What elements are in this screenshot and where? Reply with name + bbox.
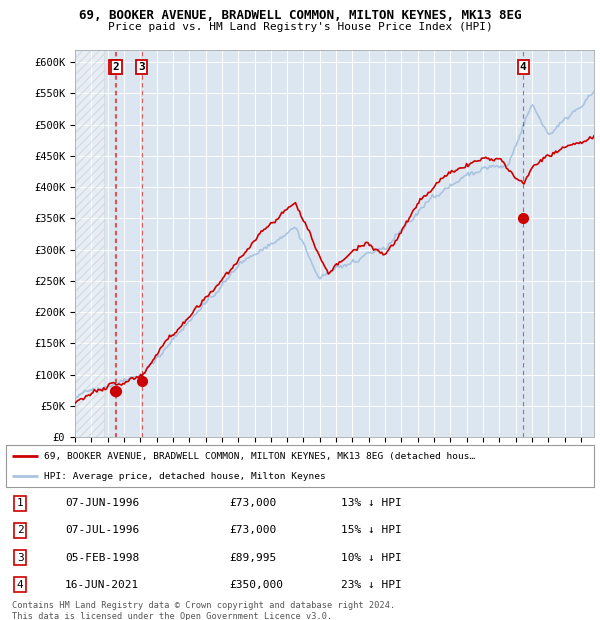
Text: 3: 3 — [17, 552, 23, 562]
Text: 2: 2 — [17, 526, 23, 536]
Text: 69, BOOKER AVENUE, BRADWELL COMMON, MILTON KEYNES, MK13 8EG: 69, BOOKER AVENUE, BRADWELL COMMON, MILT… — [79, 9, 521, 22]
Text: 15% ↓ HPI: 15% ↓ HPI — [341, 526, 402, 536]
Text: £73,000: £73,000 — [229, 526, 277, 536]
Text: 07-JUL-1996: 07-JUL-1996 — [65, 526, 139, 536]
Text: 4: 4 — [17, 580, 23, 590]
Text: 1: 1 — [17, 498, 23, 508]
Text: 2: 2 — [113, 62, 119, 72]
Text: £73,000: £73,000 — [229, 498, 277, 508]
Text: 07-JUN-1996: 07-JUN-1996 — [65, 498, 139, 508]
Text: 1: 1 — [112, 62, 118, 72]
Text: 10% ↓ HPI: 10% ↓ HPI — [341, 552, 402, 562]
Text: £350,000: £350,000 — [229, 580, 283, 590]
Text: 23% ↓ HPI: 23% ↓ HPI — [341, 580, 402, 590]
Text: HPI: Average price, detached house, Milton Keynes: HPI: Average price, detached house, Milt… — [44, 472, 326, 480]
Text: 13% ↓ HPI: 13% ↓ HPI — [341, 498, 402, 508]
Text: Contains HM Land Registry data © Crown copyright and database right 2024.
This d: Contains HM Land Registry data © Crown c… — [12, 601, 395, 620]
Text: 05-FEB-1998: 05-FEB-1998 — [65, 552, 139, 562]
Text: Price paid vs. HM Land Registry's House Price Index (HPI): Price paid vs. HM Land Registry's House … — [107, 22, 493, 32]
Text: £89,995: £89,995 — [229, 552, 277, 562]
Text: 4: 4 — [520, 62, 527, 72]
Text: 3: 3 — [139, 62, 145, 72]
Text: 16-JUN-2021: 16-JUN-2021 — [65, 580, 139, 590]
Bar — [75, 50, 104, 437]
Text: 69, BOOKER AVENUE, BRADWELL COMMON, MILTON KEYNES, MK13 8EG (detached hous…: 69, BOOKER AVENUE, BRADWELL COMMON, MILT… — [44, 452, 475, 461]
